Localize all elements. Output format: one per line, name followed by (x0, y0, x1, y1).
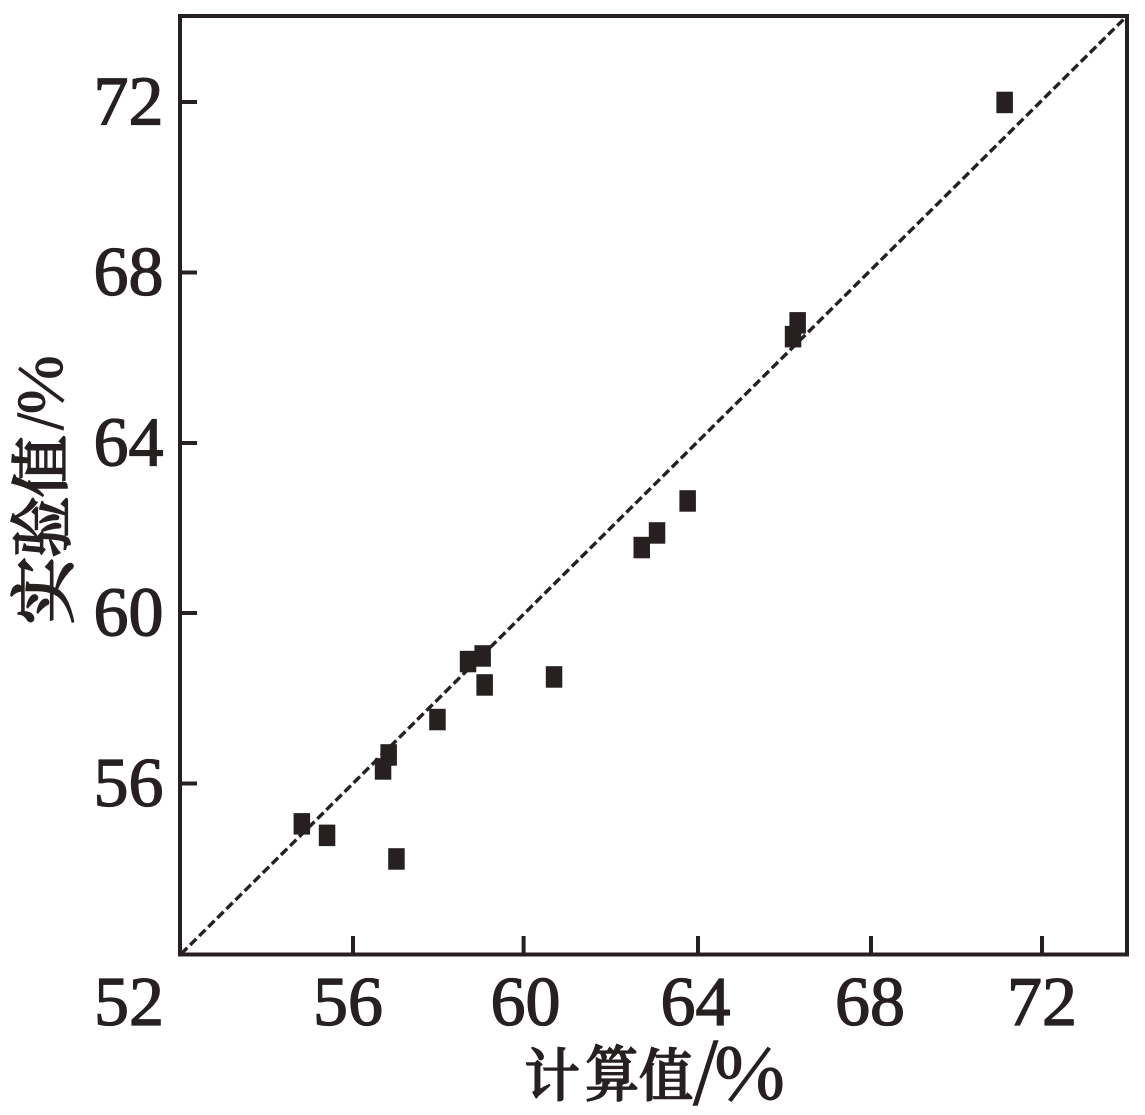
svg-text:68: 68 (835, 964, 905, 1041)
svg-text:64: 64 (94, 405, 164, 482)
svg-text:60: 60 (491, 964, 561, 1041)
svg-text:60: 60 (94, 575, 164, 652)
svg-text:68: 68 (94, 234, 164, 311)
svg-text:56: 56 (94, 745, 164, 822)
svg-text:52: 52 (94, 964, 164, 1041)
svg-text:72: 72 (1007, 964, 1077, 1041)
svg-text:64: 64 (661, 964, 731, 1041)
svg-text:56: 56 (313, 964, 383, 1041)
svg-text:72: 72 (94, 64, 164, 141)
